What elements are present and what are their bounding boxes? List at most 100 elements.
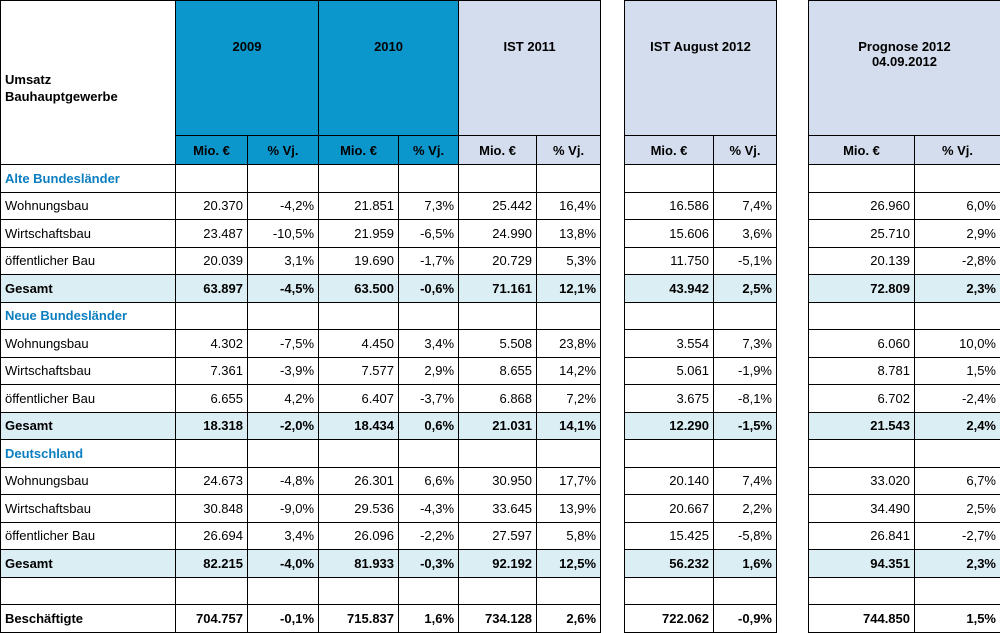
unit-vj: % Vj. (399, 136, 459, 165)
value-vj: 23,8% (537, 330, 601, 358)
value-vj: 2,3% (915, 550, 1000, 578)
value-vj: 14,1% (537, 412, 601, 440)
value-mio: 5.061 (625, 357, 714, 385)
value-vj: 7,2% (537, 385, 601, 413)
value-mio: 20.370 (176, 192, 248, 220)
empty-cell (537, 165, 601, 193)
value-vj: -2,8% (915, 247, 1000, 275)
value-vj: 2,5% (714, 275, 777, 303)
empty-cell (915, 302, 1000, 330)
value-mio: 8.781 (809, 357, 915, 385)
prognose-line-1: Prognose 2012 (858, 39, 951, 54)
value-vj: 5,8% (537, 522, 601, 550)
empty-cell (176, 302, 248, 330)
value-vj: -4,8% (248, 467, 319, 495)
row-label: Wirtschaftsbau (1, 357, 176, 385)
row-label: Gesamt (1, 550, 176, 578)
empty-cell (176, 577, 248, 605)
unit-mio: Mio. € (459, 136, 537, 165)
value-vj: -5,1% (714, 247, 777, 275)
value-vj: -10,5% (248, 220, 319, 248)
value-mio: 6.060 (809, 330, 915, 358)
value-mio: 20.667 (625, 495, 714, 523)
value-mio: 12.290 (625, 412, 714, 440)
unit-mio: Mio. € (319, 136, 399, 165)
empty-cell (248, 577, 319, 605)
value-mio: 92.192 (459, 550, 537, 578)
empty-cell (459, 302, 537, 330)
value-mio: 20.729 (459, 247, 537, 275)
value-vj: 2,6% (537, 605, 601, 633)
empty-cell (319, 302, 399, 330)
value-mio: 26.301 (319, 467, 399, 495)
value-vj: 3,4% (248, 522, 319, 550)
value-vj: -4,3% (399, 495, 459, 523)
value-vj: -2,0% (248, 412, 319, 440)
table-row: 26.841-2,7% (809, 522, 1000, 550)
empty-cell (625, 577, 714, 605)
value-vj: -4,5% (248, 275, 319, 303)
value-vj: 2,3% (915, 275, 1000, 303)
row-label: Wohnungsbau (1, 467, 176, 495)
value-mio: 30.950 (459, 467, 537, 495)
prognose-line-2: 04.09.2012 (872, 54, 937, 69)
value-vj: 1,6% (714, 550, 777, 578)
header-row: IST August 2012 (625, 1, 777, 136)
empty-cell (319, 440, 399, 468)
spacer-row (625, 165, 777, 193)
row-label: öffentlicher Bau (1, 385, 176, 413)
table-row: 3.675-8,1% (625, 385, 777, 413)
value-mio: 26.694 (176, 522, 248, 550)
value-vj: -8,1% (714, 385, 777, 413)
empty-cell (248, 440, 319, 468)
unit-mio: Mio. € (176, 136, 248, 165)
row-label: Wirtschaftsbau (1, 495, 176, 523)
value-vj: 12,1% (537, 275, 601, 303)
section-row: Alte Bundesländer (1, 165, 601, 193)
header-2009: 2009 (176, 1, 319, 136)
value-vj: -0,6% (399, 275, 459, 303)
value-mio: 29.536 (319, 495, 399, 523)
value-mio: 34.490 (809, 495, 915, 523)
row-label: Gesamt (1, 275, 176, 303)
header-ist-2011: IST 2011 (459, 1, 601, 136)
value-vj: 0,6% (399, 412, 459, 440)
value-vj: -1,7% (399, 247, 459, 275)
value-mio: 56.232 (625, 550, 714, 578)
value-vj: -2,7% (915, 522, 1000, 550)
empty-cell (714, 165, 777, 193)
value-mio: 3.675 (625, 385, 714, 413)
empty-cell (248, 165, 319, 193)
header-2010: 2010 (319, 1, 459, 136)
value-vj: -0,3% (399, 550, 459, 578)
spacer-row (809, 302, 1000, 330)
empty-cell (176, 440, 248, 468)
unit-mio: Mio. € (809, 136, 915, 165)
empty-cell (459, 165, 537, 193)
value-mio: 16.586 (625, 192, 714, 220)
value-mio: 6.868 (459, 385, 537, 413)
unit-vj: % Vj. (714, 136, 777, 165)
row-label: Gesamt (1, 412, 176, 440)
value-mio: 722.062 (625, 605, 714, 633)
value-mio: 24.673 (176, 467, 248, 495)
value-mio: 63.897 (176, 275, 248, 303)
table-row: 5.061-1,9% (625, 357, 777, 385)
value-vj: 13,9% (537, 495, 601, 523)
value-mio: 26.960 (809, 192, 915, 220)
value-mio: 25.442 (459, 192, 537, 220)
value-mio: 8.655 (459, 357, 537, 385)
